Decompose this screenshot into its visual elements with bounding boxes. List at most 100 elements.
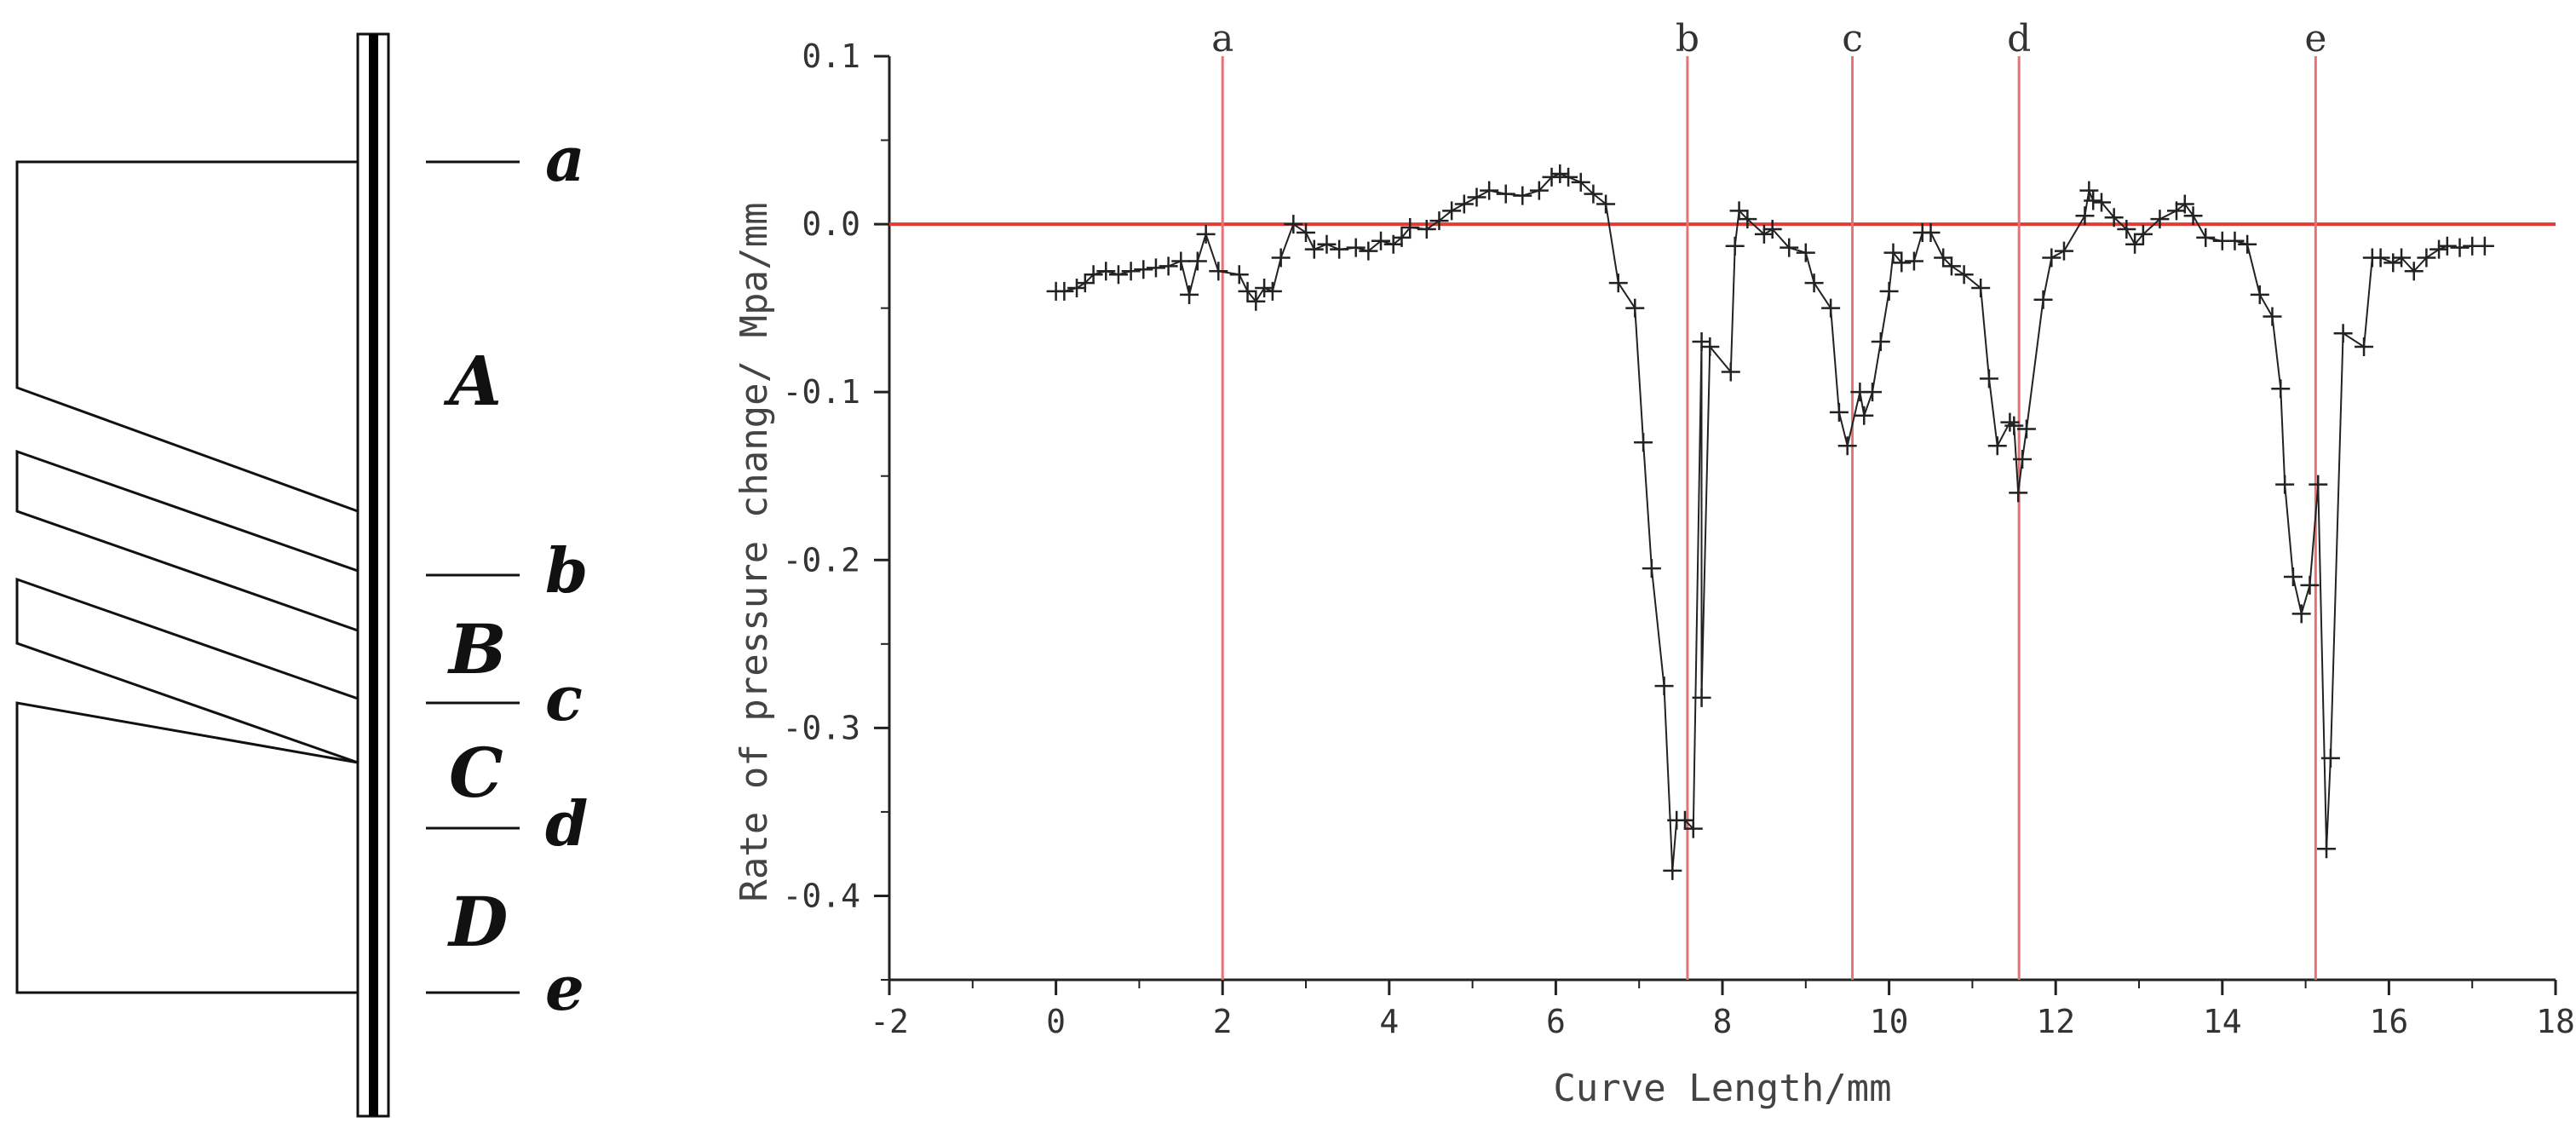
data-point bbox=[1634, 433, 1653, 452]
data-point bbox=[2275, 475, 2295, 494]
data-point bbox=[1238, 281, 1257, 301]
data-point bbox=[1496, 184, 1515, 204]
data-point bbox=[1055, 281, 1074, 301]
data-point bbox=[1971, 278, 1991, 297]
data-point bbox=[2150, 210, 2170, 229]
data-point bbox=[2004, 416, 2024, 435]
data-point bbox=[1371, 231, 1391, 250]
data-point bbox=[1171, 251, 1191, 271]
data-point bbox=[2117, 220, 2136, 239]
section-label-D: D bbox=[447, 882, 508, 962]
x-tick-label: 2 bbox=[1213, 1003, 1233, 1040]
data-point bbox=[1663, 861, 1682, 880]
data-point bbox=[1417, 220, 1436, 239]
data-point bbox=[1571, 172, 1590, 192]
data-point bbox=[1271, 248, 1291, 268]
vertical-markers: a b c d e bbox=[889, 17, 2556, 980]
data-point bbox=[1987, 436, 2007, 456]
data-point bbox=[2429, 239, 2449, 259]
x-tick-label: 10 bbox=[1870, 1003, 1909, 1040]
data-point bbox=[1159, 256, 1178, 276]
data-point bbox=[2079, 181, 2099, 200]
data-point bbox=[1871, 332, 1890, 352]
data-point bbox=[1829, 402, 1849, 422]
data-point bbox=[1796, 243, 1815, 262]
x-tick-label: 14 bbox=[2203, 1003, 2242, 1040]
x-tick-label: 16 bbox=[2370, 1003, 2409, 1040]
data-series bbox=[1046, 164, 2494, 880]
data-point bbox=[1067, 278, 1087, 297]
data-point bbox=[1863, 383, 1883, 402]
data-point bbox=[1346, 238, 1366, 257]
data-point bbox=[1359, 241, 1378, 261]
slot-2 bbox=[15, 577, 359, 765]
level-label-b: b bbox=[545, 534, 588, 607]
data-point bbox=[1821, 298, 1841, 318]
data-point bbox=[2225, 231, 2245, 250]
data-point bbox=[2450, 238, 2470, 257]
x-tick-label: -2 bbox=[870, 1003, 909, 1040]
marker-label-a: a bbox=[1211, 17, 1233, 60]
section-label-A: A bbox=[443, 341, 502, 421]
data-point bbox=[1879, 281, 1899, 301]
data-point bbox=[1675, 810, 1694, 830]
data-point bbox=[2238, 234, 2257, 254]
data-point bbox=[1467, 187, 1486, 207]
data-point bbox=[2075, 206, 2095, 226]
data-point bbox=[2371, 248, 2390, 268]
data-point bbox=[1584, 184, 1603, 204]
data-point bbox=[1738, 210, 1757, 229]
data-point bbox=[1400, 218, 1420, 238]
data-point bbox=[1625, 298, 1645, 318]
data-point bbox=[1284, 215, 1303, 234]
x-tick-label: 4 bbox=[1379, 1003, 1399, 1040]
data-point bbox=[1921, 222, 1941, 242]
data-point bbox=[1317, 234, 1337, 254]
data-point bbox=[1392, 227, 1412, 247]
marker-label-c: c bbox=[1842, 17, 1863, 60]
data-point bbox=[2263, 307, 2282, 326]
series-line bbox=[1055, 172, 2485, 871]
housing-bottom bbox=[15, 701, 359, 1116]
data-point bbox=[1084, 265, 1103, 285]
data-point bbox=[1642, 559, 1661, 579]
data-point bbox=[1196, 224, 1216, 244]
data-point bbox=[2250, 285, 2269, 304]
y-tick-label: 0.0 bbox=[802, 205, 860, 243]
data-point bbox=[1121, 262, 1141, 281]
data-point bbox=[1542, 167, 1561, 187]
data-point bbox=[2196, 227, 2216, 247]
data-point bbox=[1529, 181, 1549, 200]
y-tick-label: -0.1 bbox=[782, 373, 860, 411]
data-point bbox=[2404, 262, 2424, 281]
data-point bbox=[1255, 278, 1274, 297]
data-point bbox=[1454, 194, 1474, 214]
data-point bbox=[2000, 412, 2020, 432]
data-point bbox=[1883, 243, 1903, 262]
data-point bbox=[1180, 285, 1199, 304]
data-point bbox=[1187, 251, 1207, 271]
x-tick-label: 12 bbox=[2036, 1003, 2075, 1040]
axes: -2 0 2 4 6 8 10 12 14 16 18 0.1 0.0 -0.1 -0.2 -0.3 -0.4 bbox=[782, 37, 2574, 1040]
data-point bbox=[2009, 483, 2028, 503]
data-point bbox=[1608, 273, 1628, 293]
x-tick-label: 6 bbox=[1546, 1003, 1566, 1040]
data-point bbox=[1297, 222, 1315, 242]
data-point bbox=[2033, 290, 2053, 309]
data-point bbox=[2417, 248, 2436, 268]
data-point bbox=[1904, 251, 1923, 271]
level-label-c: c bbox=[545, 662, 583, 734]
data-point bbox=[1892, 253, 1912, 273]
data-point bbox=[2042, 248, 2061, 268]
data-point bbox=[1108, 265, 1128, 285]
data-point bbox=[2271, 379, 2291, 399]
tube-core bbox=[369, 34, 378, 1116]
data-point bbox=[1075, 273, 1095, 293]
data-point bbox=[2133, 224, 2153, 244]
data-point bbox=[1941, 256, 1961, 276]
data-point bbox=[2091, 193, 2111, 212]
data-point bbox=[1262, 281, 1282, 301]
data-point bbox=[2309, 475, 2328, 494]
data-point bbox=[1246, 291, 1266, 311]
data-point bbox=[2183, 206, 2203, 226]
